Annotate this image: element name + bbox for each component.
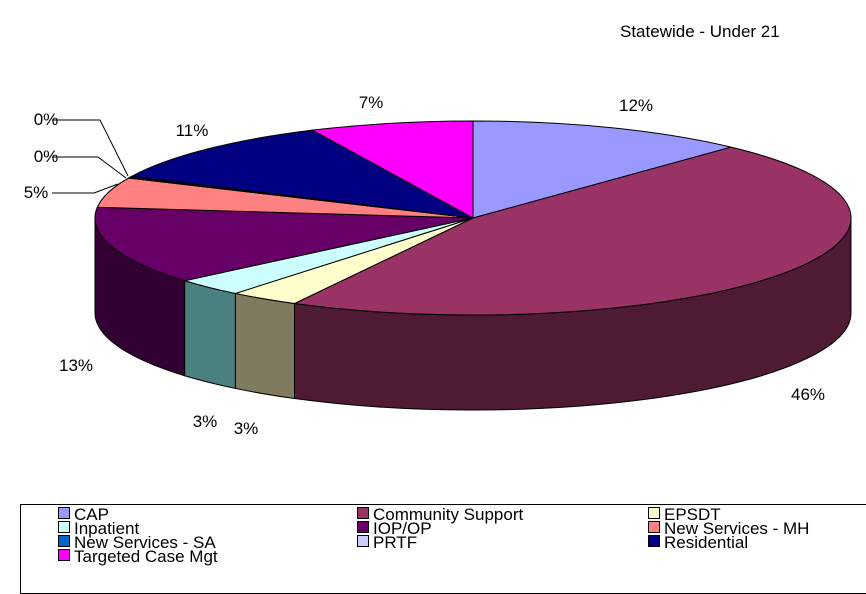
pie-side-inpatient [184, 280, 236, 390]
legend-item: EPSDT [648, 505, 721, 524]
legend-swatch [648, 535, 660, 547]
legend-item: Inpatient [58, 519, 140, 538]
data-label-prtf: 0% [34, 110, 59, 129]
leader-line-new-services-mh [52, 183, 119, 194]
legend-swatch [58, 535, 70, 547]
data-label-cap: 12% [619, 96, 653, 115]
pie-side-epsdt [234, 292, 296, 400]
legend-swatch [648, 507, 660, 519]
pie-top-layer [94, 120, 852, 316]
data-labels: 12% 46% 3% 3% 13% 5% 0% 0% 11% 7% [24, 93, 825, 438]
data-label-community-support: 46% [791, 385, 825, 404]
legend-swatch [357, 507, 369, 519]
pie-side-layer [94, 217, 852, 411]
pie-slice-community-support [292, 146, 852, 316]
chart-title: Statewide - Under 21 [620, 22, 780, 41]
legend-item: Community Support [357, 505, 524, 524]
legend-label: PRTF [373, 533, 418, 552]
pie-slice-targeted-case-mgt [310, 120, 474, 219]
leader-line-prtf [52, 119, 129, 177]
data-label-inpatient: 3% [193, 412, 218, 431]
data-label-epsdt: 3% [234, 419, 259, 438]
data-label-iop-op: 13% [59, 356, 93, 375]
legend-item: Targeted Case Mgt [58, 547, 218, 566]
legend-label: Targeted Case Mgt [74, 547, 218, 566]
legend-label: CAP [74, 505, 109, 524]
legend-label: IOP/OP [373, 519, 432, 538]
pie-slice-cap [472, 120, 732, 219]
data-label-new-services-sa: 0% [34, 147, 59, 166]
pie-slice-residential [129, 129, 474, 219]
data-label-targeted-case-mgt: 7% [359, 93, 384, 112]
legend-label: EPSDT [664, 505, 721, 524]
legend-item: CAP [58, 505, 109, 524]
legend-item: New Services - MH [648, 519, 810, 538]
legend-label: New Services - SA [74, 533, 216, 552]
legend-swatch [58, 549, 70, 561]
legend-swatch [648, 521, 660, 533]
leader-lines [52, 119, 129, 194]
legend-item: IOP/OP [357, 519, 432, 538]
legend-label: Inpatient [74, 519, 140, 538]
legend-label: Community Support [373, 505, 524, 524]
pie-slice-iop-op [94, 206, 474, 282]
legend-item: PRTF [357, 533, 418, 552]
legend-label: New Services - MH [664, 519, 810, 538]
legend-item: New Services - SA [58, 533, 216, 552]
legend-label: Residential [664, 533, 749, 552]
legend-swatch [357, 521, 369, 533]
legend-item: Residential [648, 533, 749, 552]
legend-swatch [357, 535, 369, 547]
legend-swatch [58, 507, 70, 519]
data-label-new-services-mh: 5% [24, 183, 49, 202]
legend-swatch [58, 521, 70, 533]
legend: CAP Community Support EPSDT Inpatient IOP/OP… [20, 504, 866, 594]
data-label-residential: 11% [176, 121, 209, 140]
leader-line-new-services-sa [52, 156, 127, 179]
pie-chart: 12% 46% 3% 3% 13% 5% 0% 0% 11% 7% [24, 93, 852, 438]
